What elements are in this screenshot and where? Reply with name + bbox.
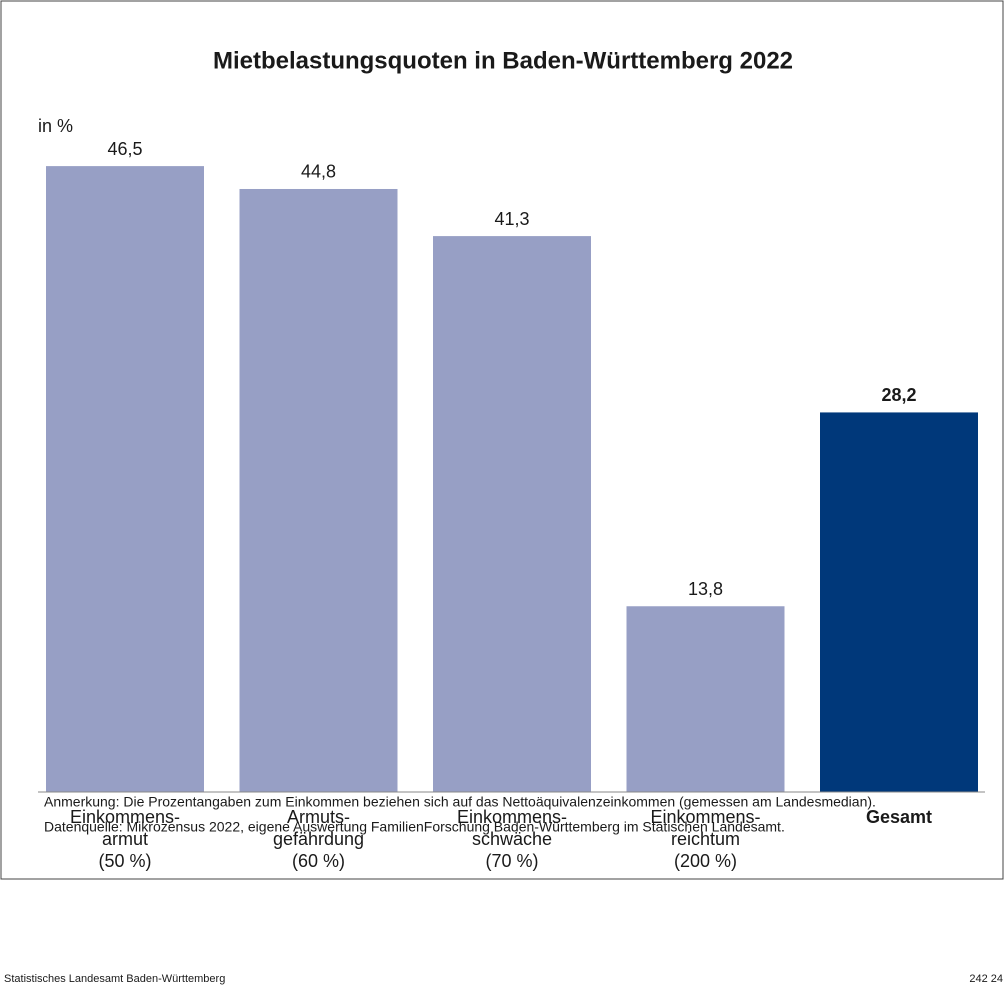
bar bbox=[46, 166, 204, 793]
frame bbox=[0, 0, 1004, 880]
value-label: 46,5 bbox=[107, 139, 142, 159]
value-label: 13,8 bbox=[688, 579, 723, 599]
chart-title: Mietbelastungsquoten in Baden-Württember… bbox=[213, 47, 793, 74]
footer-right: 242 24 bbox=[969, 973, 1003, 985]
x-tick-label: Einkommens- reichtum (200 %) bbox=[650, 807, 761, 871]
x-tick-label: Einkommens- armut (50 %) bbox=[69, 807, 181, 871]
value-label: 41,3 bbox=[494, 209, 529, 229]
y-axis-label: in % bbox=[38, 116, 73, 136]
note: Anmerkung: Die Prozentangaben zum Einkom… bbox=[44, 794, 876, 810]
bar bbox=[626, 606, 785, 792]
x-tick-label: Einkommens- schwäche (70 %) bbox=[456, 807, 568, 871]
x-tick-label: Gesamt bbox=[865, 807, 933, 827]
bar bbox=[433, 236, 591, 793]
value-label: 28,2 bbox=[881, 385, 916, 405]
x-tick-label: Armuts- gefährdung (60 %) bbox=[272, 807, 365, 871]
note: Datenquelle: Mikrozensus 2022, eigene Au… bbox=[44, 819, 785, 835]
footer-left: Statistisches Landesamt Baden-Württember… bbox=[4, 973, 225, 985]
bar bbox=[239, 188, 398, 792]
value-label: 44,8 bbox=[301, 162, 336, 182]
bar bbox=[820, 412, 978, 792]
